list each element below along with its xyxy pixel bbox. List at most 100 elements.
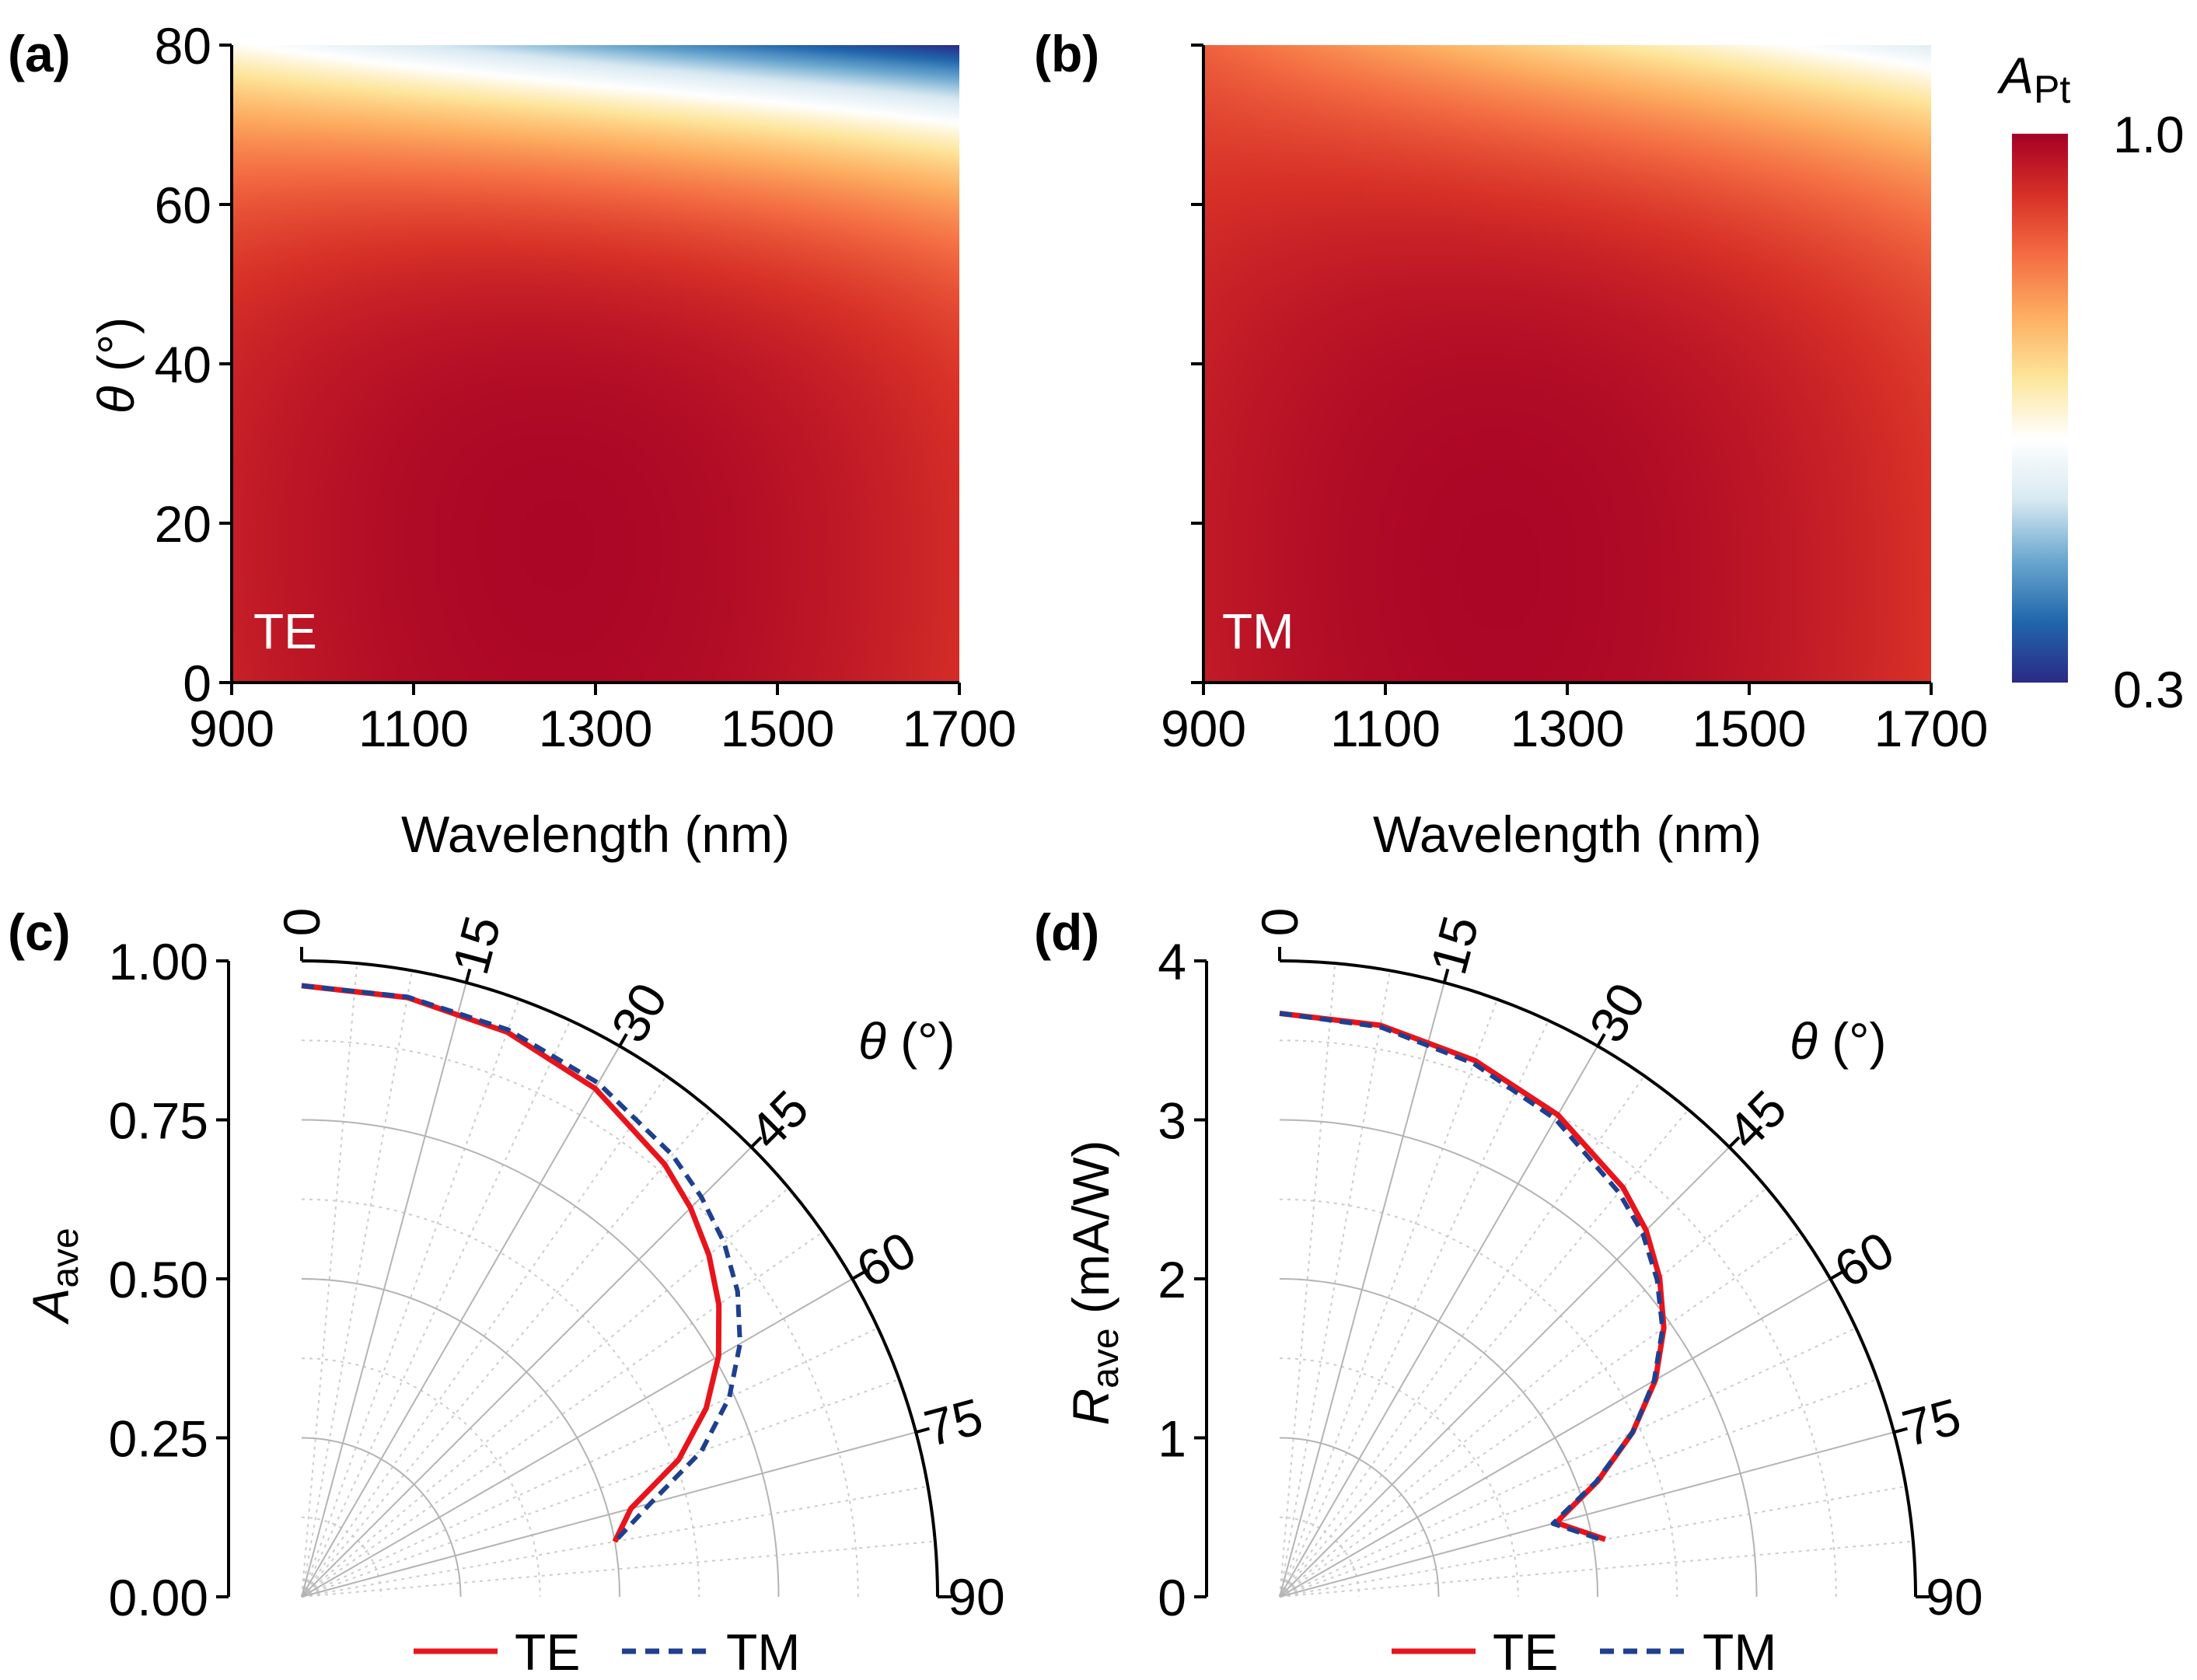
polar-d-minor-grid-ray — [1279, 1231, 1801, 1598]
panel-b: (b) TM 900 1100 1300 1500 1700 Wavelength (n… — [1034, 25, 1988, 863]
polar-c-minor-grid-ray — [301, 998, 520, 1598]
polar-c-minor-grid-ray — [301, 1378, 900, 1598]
polar-d-theta-tick-label: 75 — [1896, 1387, 1966, 1457]
polar-c-legend-tm-label: TM — [726, 1623, 800, 1680]
colorbar-title-sub: Pt — [2034, 68, 2070, 111]
heatmap-a-axes: 900 1100 1300 1500 1700 0 20 40 60 80 — [155, 17, 1017, 757]
polar-d-minor-grid-ray — [1279, 1485, 1906, 1598]
polar-d-ylabel-unit: (mA/W) — [1062, 1140, 1119, 1329]
heatmap-a-y-tick-label: 80 — [155, 17, 211, 75]
colorbar-max-label: 1.0 — [2113, 106, 2185, 163]
polar-c-theta-tick-label: 15 — [441, 910, 511, 980]
polar-d-theta-tick — [1442, 968, 1450, 983]
polar-d-grid-ray — [1279, 1146, 1731, 1598]
polar-c-ylabel-sub: ave — [45, 1228, 86, 1287]
heatmap-b-image — [1203, 45, 1931, 683]
polar-c-grid-ray — [301, 1046, 620, 1598]
polar-c-grid-ray — [301, 1431, 917, 1598]
heatmap-a-xlabel: Wavelength (nm) — [401, 805, 790, 863]
polar-c-theta-tick-label: 0 — [273, 908, 330, 937]
polar-d-legend-tm-label: TM — [1703, 1623, 1776, 1680]
heatmap-a-annotation: TE — [253, 603, 317, 659]
polar-d-theta-symbol: θ — [1790, 1012, 1818, 1070]
panel-a: (a) TE 900 1100 1300 1500 1700 0 20 40 60 80 Wave… — [8, 17, 1016, 863]
polar-c-minor-grid-ray — [301, 1020, 571, 1598]
polar-d-minor-grid-ray — [1279, 998, 1498, 1598]
colorbar-title-main: A — [1996, 47, 2034, 104]
polar-d-theta-tick — [1727, 1136, 1741, 1149]
polar-d-minor-grid-ray — [1279, 1327, 1856, 1598]
colorbar-title: APt — [1996, 47, 2070, 111]
heatmap-a-y-tick-label: 40 — [155, 336, 211, 393]
heatmap-b-x-tick-label: 900 — [1161, 700, 1246, 757]
polar-c-theta-tick — [915, 1427, 931, 1434]
polar-d-theta-tick — [1829, 1270, 1843, 1280]
polar-c-grid-ray — [301, 1278, 853, 1598]
polar-d-grid-ray — [1279, 1431, 1895, 1598]
polar-c-r-tick-label: 0.00 — [109, 1569, 208, 1626]
polar-d-minor-grid-ray — [1279, 1187, 1768, 1598]
heatmap-a-x-tick-label: 1700 — [903, 700, 1017, 757]
polar-d-minor-grid-ray — [1279, 1540, 1913, 1598]
polar-d-r-tick-label: 4 — [1158, 933, 1186, 990]
polar-d-r-tick-label: 0 — [1158, 1569, 1186, 1626]
polar-c-grid-ray — [301, 1146, 753, 1598]
polar-c-theta-tick — [749, 1136, 763, 1149]
polar-d-minor-grid-ray — [1279, 1075, 1646, 1598]
heatmap-b-axes: 900 1100 1300 1500 1700 — [1161, 44, 1989, 757]
polar-c-minor-grid-ray — [301, 970, 414, 1598]
heatmap-b-annotation: TM — [1222, 603, 1294, 659]
polar-d-r-tick-label: 3 — [1158, 1092, 1186, 1150]
heatmap-a-x-tick-label: 1100 — [358, 700, 469, 757]
polar-c-theta-label: θ (°) — [858, 1012, 955, 1070]
heatmap-a-y-tick-label: 0 — [183, 655, 211, 712]
polar-c-theta-tick-label: 75 — [918, 1387, 988, 1457]
heatmap-a-y-tick-label: 20 — [155, 495, 211, 553]
heatmap-b-x-tick-label: 1100 — [1330, 700, 1441, 757]
heatmap-a-image — [232, 45, 959, 683]
polar-d-minor-grid-ray — [1279, 963, 1336, 1598]
polar-d-minor-grid-ray — [1279, 1020, 1549, 1598]
heatmap-a-ylabel-unit: (°) — [87, 317, 145, 386]
colorbar: APt 1.0 0.3 — [1996, 47, 2185, 718]
polar-c-minor-grid-ray — [301, 1327, 878, 1598]
polar-c-minor-grid-ray — [301, 1075, 668, 1598]
polar-d-r-tick-label: 2 — [1158, 1251, 1186, 1308]
heatmap-b-x-tick-label: 1700 — [1874, 700, 1989, 757]
panel-b-label: (b) — [1034, 25, 1099, 82]
polar-c-theta-tick — [464, 968, 472, 983]
polar-d-theta-tick-label: 90 — [1926, 1568, 1982, 1626]
polar-d-theta-tick-label: 0 — [1251, 908, 1308, 937]
polar-d-theta-unit: (°) — [1818, 1012, 1887, 1070]
heatmap-a-ylabel: θ (°) — [87, 317, 145, 414]
polar-d-legend: TE TM — [1392, 1623, 1776, 1680]
polar-c-series-tm — [301, 983, 742, 1544]
polar-c-r-tick-label: 0.75 — [109, 1092, 208, 1150]
heatmap-a-x-tick-label: 1500 — [721, 700, 835, 757]
polar-c-minor-grid-ray — [301, 963, 358, 1598]
polar-d-grid-ray — [1279, 982, 1445, 1598]
polar-d-minor-grid-ray — [1279, 1109, 1689, 1598]
polar-d-ylabel: Rave (mA/W) — [1062, 1140, 1126, 1426]
heatmap-b-x-tick-label: 1300 — [1511, 700, 1625, 757]
polar-d-series-te — [1279, 1011, 1667, 1542]
polar-d-r-tick-label: 1 — [1158, 1410, 1186, 1468]
panel-c-label: (c) — [8, 903, 71, 961]
polar-c-ylabel-main: A — [22, 1288, 79, 1325]
panel-d-label: (d) — [1034, 903, 1099, 961]
polar-c-theta-tick — [851, 1270, 865, 1280]
polar-d-legend-te-label: TE — [1493, 1623, 1558, 1680]
polar-d-minor-grid-ray — [1279, 970, 1392, 1598]
polar-c-ylabel: Aave — [22, 1228, 86, 1325]
heatmap-b-x-tick-label: 1500 — [1692, 700, 1807, 757]
polar-c-r-tick-label: 0.25 — [109, 1410, 208, 1468]
polar-c-theta-tick — [618, 1033, 628, 1047]
polar-c-r-tick-label: 0.50 — [109, 1251, 208, 1308]
polar-c-r-tick-label: 1.00 — [109, 933, 208, 990]
polar-c-series-te — [301, 983, 722, 1543]
heatmap-a-x-tick-label: 900 — [189, 700, 274, 757]
polar-c-legend-te-label: TE — [515, 1623, 580, 1680]
heatmap-b-xlabel: Wavelength (nm) — [1373, 805, 1762, 863]
